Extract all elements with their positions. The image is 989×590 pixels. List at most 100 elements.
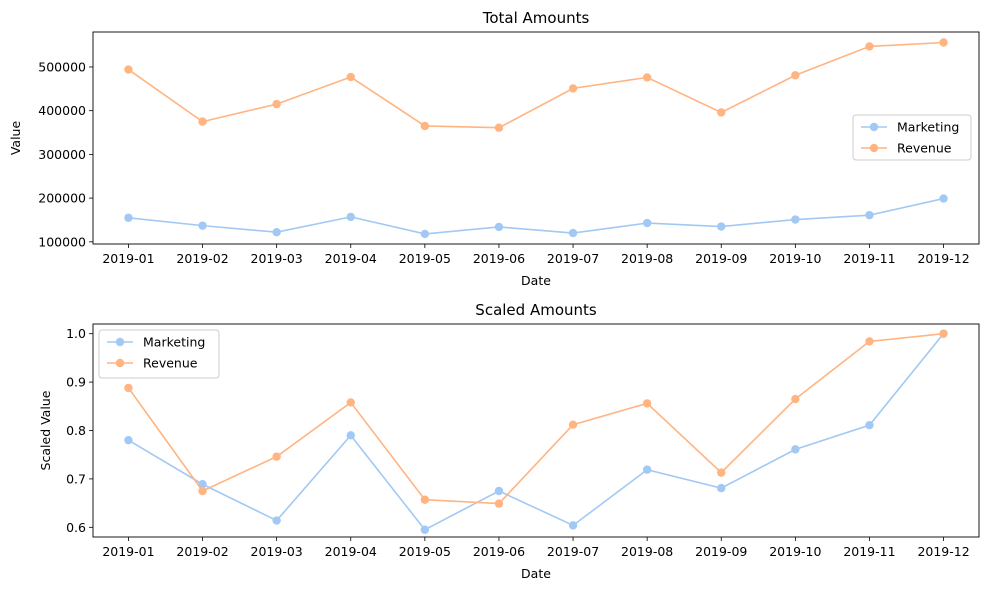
chart-1: Total Amounts 2019-01 2019-02 2019-03 2019-0…	[8, 9, 980, 288]
data-point	[420, 525, 430, 534]
x-tick-label: 2019-02	[176, 251, 228, 266]
data-point	[124, 65, 133, 74]
series-line	[128, 197, 944, 235]
x-tick-label: 2019-04	[325, 251, 377, 266]
data-point	[642, 399, 652, 408]
data-point	[198, 221, 207, 230]
data-point	[272, 227, 281, 237]
x-tick-label: 2019-12	[917, 251, 969, 266]
x-tick-label: 2019-02	[176, 544, 228, 559]
series-marketing	[124, 329, 948, 534]
data-point	[568, 228, 578, 238]
y-tick-label: 0.7	[66, 471, 86, 486]
data-point	[346, 431, 355, 440]
x-tick-label: 2019-10	[769, 544, 821, 559]
data-point	[939, 38, 948, 47]
data-point	[717, 483, 726, 493]
legend-label: Revenue	[897, 141, 952, 156]
legend: Marketing Revenue	[852, 114, 972, 161]
x-tick-label: 2019-10	[769, 251, 821, 266]
x-tick-label: 2019-08	[621, 544, 673, 559]
data-point	[198, 486, 207, 496]
data-point	[642, 465, 652, 474]
data-point	[494, 222, 504, 232]
x-axis-label: Date	[521, 273, 551, 288]
x-tick-label: 2019-06	[473, 544, 525, 559]
x-tick-label: 2019-03	[251, 544, 303, 559]
data-point	[791, 71, 800, 80]
data-point	[568, 84, 578, 93]
x-tick-label: 2019-05	[399, 251, 451, 266]
data-point	[272, 516, 281, 525]
data-point	[939, 329, 948, 338]
data-point	[272, 99, 281, 109]
x-tick-label: 2019-07	[547, 544, 599, 559]
y-tick-label: 0.9	[66, 375, 86, 390]
legend-label: Marketing	[897, 120, 959, 135]
data-point	[420, 229, 430, 239]
data-point	[420, 495, 430, 504]
series-line	[128, 333, 945, 531]
x-tick-label: 2019-01	[102, 544, 154, 559]
x-tick-label: 2019-06	[473, 251, 525, 266]
y-tick-label: 1.0	[66, 326, 86, 341]
data-point	[717, 468, 726, 477]
data-point	[494, 499, 504, 508]
data-point	[272, 452, 281, 461]
data-point	[568, 521, 578, 530]
legend-label: Revenue	[143, 356, 198, 371]
data-point	[198, 117, 207, 126]
data-point	[346, 72, 355, 82]
data-point	[791, 445, 800, 454]
series-revenue	[124, 329, 948, 508]
x-tick-label: 2019-09	[695, 544, 747, 559]
data-point	[124, 435, 133, 445]
x-tick-label: 2019-11	[843, 544, 895, 559]
data-point	[717, 108, 726, 117]
data-point	[124, 213, 133, 222]
legend-swatch-marker	[869, 122, 879, 132]
legend-label: Marketing	[143, 335, 205, 350]
data-point	[865, 42, 874, 51]
legend-swatch-marker	[869, 143, 879, 153]
legend-swatch-marker	[115, 358, 125, 368]
x-tick-label: 2019-08	[621, 251, 673, 266]
data-point	[124, 383, 133, 393]
y-axis-label: Value	[8, 121, 23, 156]
series-line	[127, 332, 944, 505]
x-tick-label: 2019-11	[843, 251, 895, 266]
x-tick-label: 2019-09	[695, 251, 747, 266]
data-point	[865, 337, 874, 346]
data-point	[346, 212, 355, 222]
chart-2: Scaled Amounts 2019-01 2019-02 2019-03 2019-…	[38, 301, 980, 581]
data-point	[346, 398, 355, 407]
x-tick-label: 2019-03	[251, 251, 303, 266]
plot-frame	[92, 323, 980, 538]
data-point	[791, 215, 800, 224]
data-point	[198, 480, 207, 489]
chart-title: Scaled Amounts	[475, 301, 597, 319]
x-axis-label: Date	[521, 566, 551, 581]
y-tick-label: 300000	[38, 147, 86, 162]
series-line	[127, 41, 944, 129]
y-axis-label: Scaled Value	[38, 390, 53, 470]
x-tick-label: 2019-12	[917, 544, 969, 559]
plot-frame	[92, 31, 980, 245]
series-revenue	[124, 38, 948, 132]
data-point	[494, 486, 504, 496]
chart-title: Total Amounts	[482, 9, 590, 27]
y-tick-label: 400000	[38, 103, 86, 118]
legend-swatch-marker	[115, 337, 125, 347]
data-point	[642, 218, 652, 228]
y-tick-label: 500000	[38, 59, 86, 74]
data-point	[791, 394, 800, 404]
y-tick-label: 0.8	[66, 423, 86, 438]
x-tick-label: 2019-05	[399, 544, 451, 559]
data-point	[865, 210, 874, 220]
data-point	[642, 73, 652, 82]
y-tick-label: 100000	[38, 234, 86, 249]
data-point	[420, 121, 430, 131]
data-point	[939, 194, 948, 203]
data-point	[568, 420, 578, 429]
